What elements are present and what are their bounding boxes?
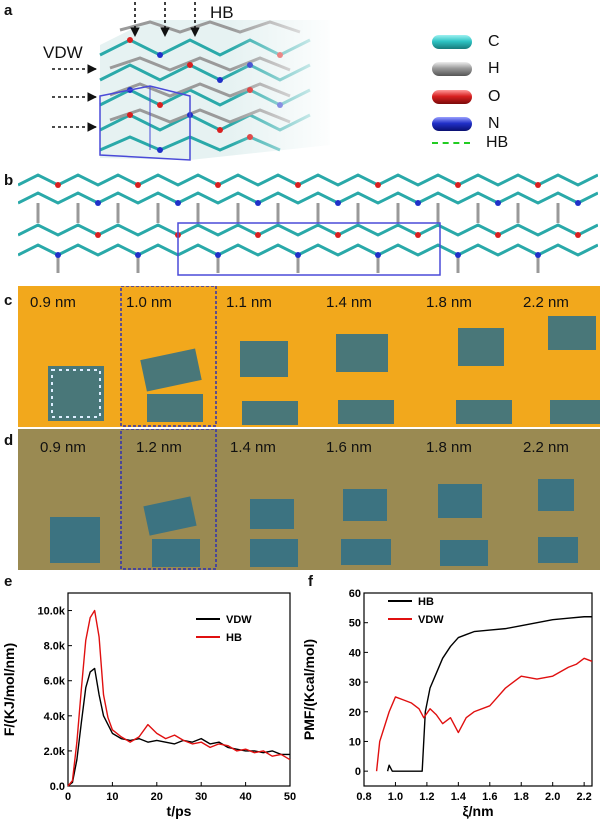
molecule-cluster [240,341,298,425]
y-tick-label: 20 [349,707,361,719]
cylinder-icon [432,62,472,76]
molecule-cluster [548,316,600,424]
legend-item-o: O [432,88,500,106]
molecule-cluster [140,348,203,422]
snapshot-label: 1.8 nm [426,439,472,456]
panel-label-a: a [4,2,13,19]
y-tick-label: 0.0 [50,781,65,793]
y-tick-label: 60 [349,588,361,600]
snapshot-label: 1.8 nm [426,294,472,311]
snapshot-label: 1.1 nm [226,294,272,311]
molecule-cluster [456,328,512,424]
x-axis-label: ξ/nm [462,803,493,819]
y-tick-label: 4.0k [44,711,66,723]
x-tick-label: 0.8 [356,791,371,803]
series-line-vdw [67,667,290,787]
snapshot-label: 0.9 nm [30,294,76,311]
plot-frame [363,592,593,787]
series-line-vdw [375,657,593,772]
molecule-cluster [250,499,298,567]
x-tick-label: 50 [284,791,296,803]
x-tick-label: 1.8 [514,791,529,803]
y-tick-label: 0 [355,766,361,778]
panel-c-snapshots: 0.9 nm 1.0 nm 1.1 nm 1.4 nm 1.8 nm 2.2 n… [18,286,600,427]
y-axis-label: F/(KJ/mol/nm) [1,643,17,736]
y-tick-label: 2.0k [44,746,66,758]
snapshot-label: 0.9 nm [40,439,86,456]
snapshot-label: 1.4 nm [326,294,372,311]
legend-label: VDW [418,614,444,626]
legend-item-hb: HB [432,134,508,152]
vdw-arrows [52,64,97,132]
x-tick-label: 10 [106,791,118,803]
molecule-cluster [143,496,200,567]
x-tick-label: 1.6 [482,791,497,803]
snapshot-label: 1.4 nm [230,439,276,456]
panel-d-snapshots: 0.9 nm 1.2 nm 1.4 nm 1.6 nm 1.8 nm 2.2 n… [18,429,600,570]
plot-frame [67,592,291,787]
panel-label-b: b [4,172,14,189]
panel-a-figure [52,2,340,165]
x-tick-label: 40 [239,791,251,803]
x-tick-label: 20 [151,791,163,803]
legend-item-h: H [432,60,500,78]
y-tick-label: 40 [349,647,361,659]
molecule-cluster [538,479,578,563]
cylinder-icon [432,35,472,49]
chart-f-pmf-vs-distance: 0.8 1.0 1.2 1.4 1.6 1.8 2.0 2.2 0 10 20 30 40 50 60 ξ/n… [301,588,593,819]
cylinder-icon [432,90,472,104]
x-tick-label: 30 [195,791,207,803]
molecule-cluster [50,517,100,563]
molecule-cluster [48,366,104,421]
molecule-cluster [438,484,488,566]
dashed-line-icon [432,142,470,144]
hb-arrow-label: HB [210,3,234,22]
molecule-cluster [336,334,394,424]
y-tick-label: 50 [349,618,361,630]
vdw-arrow-label: VDW [43,43,83,62]
legend-item-c: C [432,33,500,51]
molecule-cluster [341,489,391,565]
highlight-box [120,286,217,427]
legend-item-n: N [432,115,500,133]
snapshot-label: 1.6 nm [326,439,372,456]
snapshot-label: 1.2 nm [136,439,182,456]
x-tick-label: 2.2 [576,791,591,803]
y-tick-label: 10.0k [37,606,65,618]
x-tick-label: 1.0 [388,791,403,803]
x-tick-label: 0 [65,791,71,803]
x-tick-label: 1.2 [419,791,434,803]
x-tick-label: 2.0 [545,791,560,803]
chart-e-force-vs-time: 0 10 20 30 40 50 0.0 2.0k 4.0k 6.0k 8.0k 10.0k t/ps F… [1,592,296,819]
snapshot-label: 2.2 nm [523,439,569,456]
y-tick-label: 30 [349,677,361,689]
series-line-hb [386,616,592,772]
legend-label: VDW [226,614,252,626]
x-tick-label: 1.4 [451,791,467,803]
panel-label-f: f [308,573,313,590]
highlight-box [177,222,441,276]
highlight-box [120,429,217,570]
y-tick-label: 10 [349,736,361,748]
panel-label-e: e [4,573,13,590]
snapshot-label: 2.2 nm [523,294,569,311]
series-line-hb [67,609,291,787]
snapshot-label: 1.0 nm [126,294,172,311]
legend-label: HB [418,596,434,608]
y-tick-label: 6.0k [44,676,66,688]
legend-label: HB [226,632,242,644]
y-axis-label: PMF/(Kcal/mol) [301,639,317,740]
crystal-block-3d [99,15,340,165]
y-tick-label: 8.0k [44,641,66,653]
panel-label-d: d [4,432,14,449]
cylinder-icon [432,117,472,131]
x-axis-label: t/ps [167,803,192,819]
panel-b-crystal-side-view [18,173,598,276]
panel-label-c: c [4,292,13,309]
